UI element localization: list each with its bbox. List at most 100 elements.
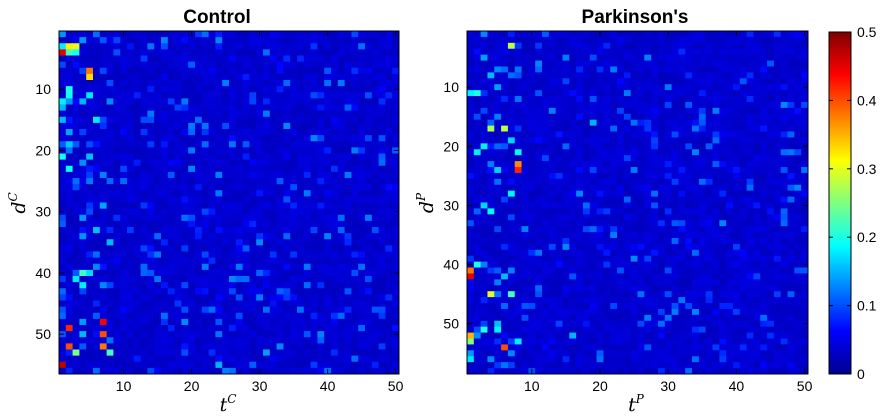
heatmap-cell xyxy=(617,42,625,50)
heatmap-cell xyxy=(351,129,359,136)
heatmap-cell xyxy=(195,122,203,130)
heatmap-cell xyxy=(719,255,727,263)
heatmap-cell xyxy=(331,67,339,75)
heatmap-cell xyxy=(637,261,645,268)
heatmap-cell xyxy=(487,143,495,150)
heatmap-cell xyxy=(195,306,203,314)
heatmap-cell xyxy=(719,131,727,138)
heatmap-cell xyxy=(317,122,325,130)
heatmap-cell xyxy=(351,196,359,203)
heatmap-cell xyxy=(161,318,169,326)
heatmap-cell xyxy=(705,190,713,197)
heatmap-cell xyxy=(99,61,107,69)
heatmap-cell xyxy=(195,318,203,326)
heatmap-cell xyxy=(140,233,148,240)
heatmap-cell xyxy=(229,86,237,93)
heatmap-cell xyxy=(501,101,509,109)
heatmap-cell xyxy=(787,48,795,56)
heatmap-cell xyxy=(494,84,502,91)
heatmap-cell xyxy=(99,257,107,265)
heatmap-cell xyxy=(140,318,148,326)
heatmap-cell xyxy=(657,31,666,38)
heatmap-cell xyxy=(249,122,257,130)
heatmap-cell xyxy=(692,42,700,50)
heatmap-cell xyxy=(392,245,400,252)
heatmap-cell xyxy=(201,116,209,124)
heatmap-cell xyxy=(269,147,277,154)
heatmap-cell xyxy=(794,137,802,144)
heatmap-cell xyxy=(59,251,67,259)
heatmap-cell xyxy=(514,178,522,186)
heatmap-cell xyxy=(72,196,80,203)
heatmap-cell xyxy=(195,337,203,344)
heatmap-cell xyxy=(154,67,162,75)
heatmap-cell xyxy=(473,237,482,245)
heatmap-cell xyxy=(603,143,611,150)
heatmap-cell xyxy=(324,86,332,93)
heatmap-cell xyxy=(174,55,182,63)
heatmap-cell xyxy=(651,36,659,44)
heatmap-cell xyxy=(344,276,352,283)
heatmap-cell xyxy=(269,282,277,289)
heatmap-cell xyxy=(664,78,672,85)
heatmap-cell xyxy=(297,257,305,265)
heatmap-cell xyxy=(324,355,332,363)
heatmap-cell xyxy=(780,255,788,263)
heatmap-cell xyxy=(93,367,101,375)
heatmap-cell xyxy=(760,202,768,209)
heatmap-cell xyxy=(222,165,230,173)
heatmap-cell xyxy=(494,243,502,251)
heatmap-cell xyxy=(494,137,502,144)
heatmap-cell xyxy=(235,37,243,44)
heatmap-cell xyxy=(657,54,666,61)
heatmap-cell xyxy=(473,178,482,186)
heatmap-cell xyxy=(201,343,209,350)
heatmap-cell xyxy=(79,367,87,375)
heatmap-cell xyxy=(603,72,611,79)
heatmap-cell xyxy=(269,343,277,350)
heatmap-cell xyxy=(664,143,672,150)
heatmap-cell xyxy=(147,196,155,203)
heatmap-cell xyxy=(297,300,305,308)
heatmap-cell xyxy=(555,149,563,156)
heatmap-cell xyxy=(201,269,209,277)
heatmap-cell xyxy=(651,172,659,180)
heatmap-cell xyxy=(283,318,291,326)
heatmap-cell xyxy=(603,113,611,121)
heatmap-cell xyxy=(365,153,373,161)
heatmap-cell xyxy=(113,86,121,93)
heatmap-cell xyxy=(161,37,169,44)
heatmap-cell xyxy=(113,147,121,154)
heatmap-cell xyxy=(712,90,720,97)
heatmap-cell xyxy=(310,104,318,112)
heatmap-cell xyxy=(147,31,155,38)
heatmap-cell xyxy=(324,300,332,308)
heatmap-cell xyxy=(167,245,175,252)
heatmap-cell xyxy=(671,84,679,91)
heatmap-cell xyxy=(208,116,216,124)
heatmap-cell xyxy=(79,190,87,197)
heatmap-cell xyxy=(317,233,325,240)
heatmap-cell xyxy=(174,165,182,173)
heatmap-cell xyxy=(528,220,536,227)
heatmap-cell xyxy=(140,171,148,179)
heatmap-cell xyxy=(249,367,257,375)
heatmap-cell xyxy=(644,72,652,79)
heatmap-cell xyxy=(65,122,73,130)
heatmap-cell xyxy=(569,237,577,245)
heatmap-cell xyxy=(542,84,550,91)
heatmap-cell xyxy=(133,55,141,63)
heatmap-cell xyxy=(106,104,114,112)
heatmap-cell xyxy=(290,251,298,259)
heatmap-cell xyxy=(582,243,591,251)
heatmap-cell xyxy=(93,288,101,295)
heatmap-cell xyxy=(767,196,775,203)
heatmap-cell xyxy=(630,101,638,109)
heatmap-cell xyxy=(780,48,788,56)
heatmap-cell xyxy=(521,161,529,168)
heatmap-cell xyxy=(256,122,264,130)
heatmap-cell xyxy=(269,67,277,75)
heatmap-cell xyxy=(86,245,94,252)
heatmap-cell xyxy=(140,331,148,338)
heatmap-cell xyxy=(161,147,169,154)
